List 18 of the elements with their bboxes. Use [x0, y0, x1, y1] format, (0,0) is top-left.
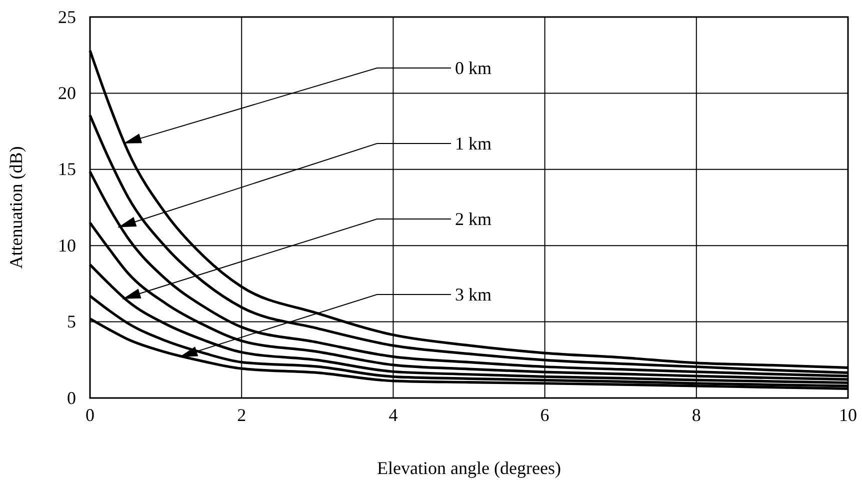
x-tick-label: 4 — [388, 404, 398, 425]
x-tick-label: 8 — [692, 404, 701, 425]
y-tick-label: 10 — [58, 235, 76, 256]
y-tick-label: 5 — [67, 312, 76, 332]
x-tick-label: 0 — [86, 404, 94, 425]
y-tick-label: 20 — [58, 82, 76, 103]
y-axis-title: Attenuation (dB) — [6, 146, 26, 269]
y-tick-label: 15 — [58, 159, 76, 180]
annotation: 2 km — [455, 209, 492, 229]
annotation: 3 km — [455, 284, 492, 304]
y-tick-label: 0 — [67, 388, 76, 408]
annotation: 0 km — [455, 58, 492, 78]
annotation: 1 km — [455, 134, 492, 154]
x-tick-label: 10 — [839, 404, 857, 425]
x-tick-label: 2 — [237, 404, 246, 425]
y-tick-label: 25 — [58, 6, 76, 27]
x-tick-label: 6 — [540, 404, 550, 425]
x-axis-title: Elevation angle (degrees) — [377, 458, 561, 478]
